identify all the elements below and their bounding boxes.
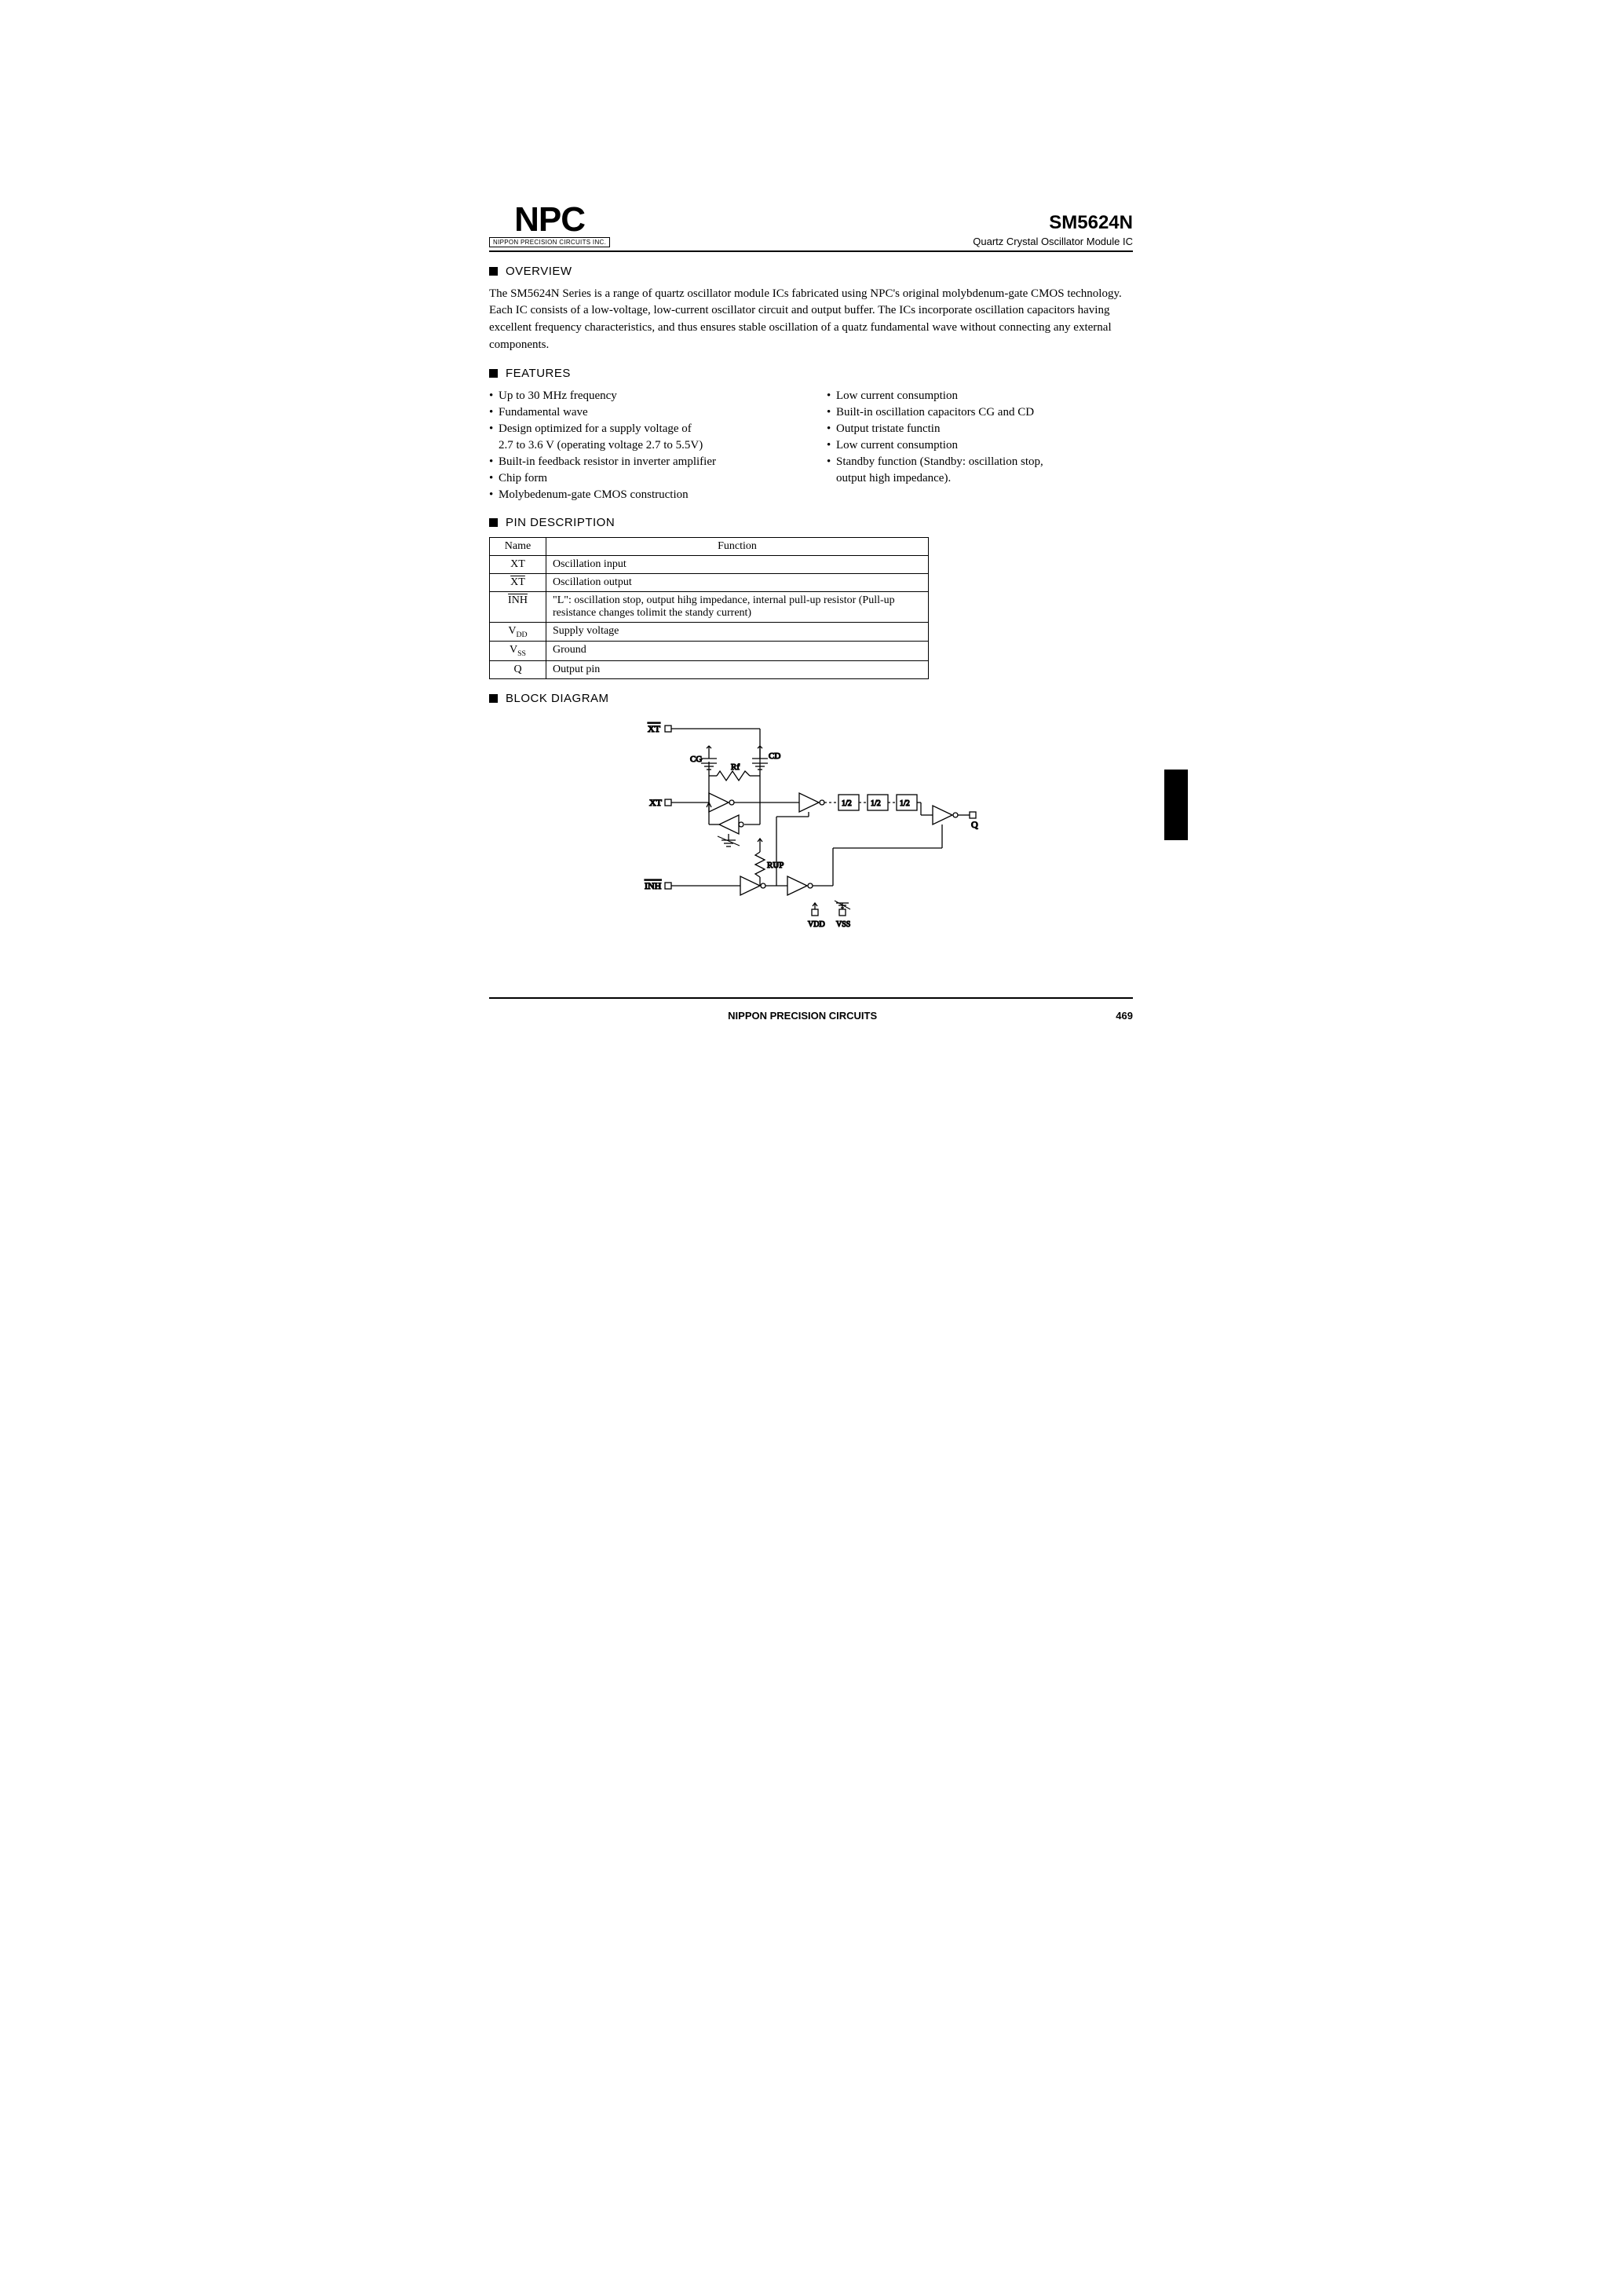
footer-rule — [489, 997, 1133, 999]
label-div2: 1/2 — [871, 799, 881, 808]
pin-name: VDD — [490, 622, 546, 642]
features-left: Up to 30 MHz frequencyFundamental waveDe… — [489, 388, 795, 503]
feature-item: 2.7 to 3.6 V (operating voltage 2.7 to 5… — [489, 437, 795, 454]
label-cg: CG — [690, 755, 702, 764]
features-columns: Up to 30 MHz frequencyFundamental waveDe… — [489, 388, 1133, 503]
label-cd: CD — [769, 751, 780, 761]
feature-item: Low current consumption — [827, 437, 1133, 454]
pin-name: XT — [490, 573, 546, 591]
section-features: FEATURES — [489, 367, 1133, 380]
pin-function: Output pin — [546, 661, 929, 679]
label-div3: 1/2 — [900, 799, 910, 808]
logo-text: NPC — [514, 204, 585, 236]
overview-paragraph: The SM5624N Series is a range of quartz … — [489, 286, 1133, 354]
header: NPC NIPPON PRECISION CIRCUITS INC. SM562… — [489, 204, 1133, 247]
part-number: SM5624N — [973, 212, 1133, 234]
label-inh: INH — [645, 880, 662, 891]
feature-item: output high impedance). — [827, 470, 1133, 487]
feature-item: Up to 30 MHz frequency — [489, 388, 795, 404]
section-title: BLOCK DIAGRAM — [506, 692, 609, 705]
pin-th-func: Function — [546, 537, 929, 555]
header-rule — [489, 250, 1133, 252]
pin-function: Supply voltage — [546, 622, 929, 642]
label-vdd: VDD — [808, 920, 825, 929]
feature-item: Fundamental wave — [489, 404, 795, 421]
block-diagram: XT CG CD — [489, 715, 1133, 934]
label-vss: VSS — [836, 920, 850, 929]
pin-table: Name Function XTOscillation inputXTOscil… — [489, 537, 929, 680]
label-div1: 1/2 — [842, 799, 852, 808]
pin-name: XT — [490, 555, 546, 573]
pin-function: "L": oscillation stop, output hihg imped… — [546, 591, 929, 622]
table-row: XTOscillation input — [490, 555, 929, 573]
section-title: FEATURES — [506, 367, 571, 380]
table-row: VDDSupply voltage — [490, 622, 929, 642]
table-row: QOutput pin — [490, 661, 929, 679]
doc-subtitle: Quartz Crystal Oscillator Module IC — [973, 236, 1133, 247]
pin-th-name: Name — [490, 537, 546, 555]
feature-item: Low current consumption — [827, 388, 1133, 404]
label-rf: Rf — [731, 762, 740, 772]
table-row: INH"L": oscillation stop, output hihg im… — [490, 591, 929, 622]
bullet-icon — [489, 369, 498, 378]
feature-item: Output tristate functin — [827, 421, 1133, 437]
section-block: BLOCK DIAGRAM — [489, 692, 1133, 705]
pin-function: Oscillation output — [546, 573, 929, 591]
pin-name: Q — [490, 661, 546, 679]
label-rup: RUP — [767, 861, 784, 870]
page-number: 469 — [1116, 1010, 1133, 1022]
feature-item: Design optimized for a supply voltage of — [489, 421, 795, 437]
table-row: XTOscillation output — [490, 573, 929, 591]
label-xt: XT — [649, 797, 663, 808]
label-xtbar: XT — [648, 723, 661, 734]
pin-function: Ground — [546, 642, 929, 661]
footer-company: NIPPON PRECISION CIRCUITS — [489, 1010, 1116, 1022]
feature-item: Standby function (Standby: oscillation s… — [827, 454, 1133, 470]
feature-item: Built-in oscillation capacitors CG and C… — [827, 404, 1133, 421]
section-overview: OVERVIEW — [489, 265, 1133, 278]
feature-item: Chip form — [489, 470, 795, 487]
pin-name: INH — [490, 591, 546, 622]
section-title: OVERVIEW — [506, 265, 572, 278]
block-diagram-svg: XT CG CD — [623, 715, 999, 934]
logo: NPC NIPPON PRECISION CIRCUITS INC. — [489, 204, 610, 247]
footer: NIPPON PRECISION CIRCUITS 469 — [489, 1005, 1133, 1022]
label-q: Q — [971, 819, 978, 830]
pin-function: Oscillation input — [546, 555, 929, 573]
bullet-icon — [489, 518, 498, 527]
bullet-icon — [489, 267, 498, 276]
features-right: Low current consumptionBuilt-in oscillat… — [827, 388, 1133, 503]
section-title: PIN DESCRIPTION — [506, 516, 615, 529]
table-row: VSSGround — [490, 642, 929, 661]
title-block: SM5624N Quartz Crystal Oscillator Module… — [973, 212, 1133, 247]
pin-name: VSS — [490, 642, 546, 661]
feature-item: Molybedenum-gate CMOS construction — [489, 487, 795, 503]
logo-subtext: NIPPON PRECISION CIRCUITS INC. — [489, 237, 610, 247]
bullet-icon — [489, 694, 498, 703]
side-tab — [1164, 770, 1188, 840]
section-pindesc: PIN DESCRIPTION — [489, 516, 1133, 529]
feature-item: Built-in feedback resistor in inverter a… — [489, 454, 795, 470]
